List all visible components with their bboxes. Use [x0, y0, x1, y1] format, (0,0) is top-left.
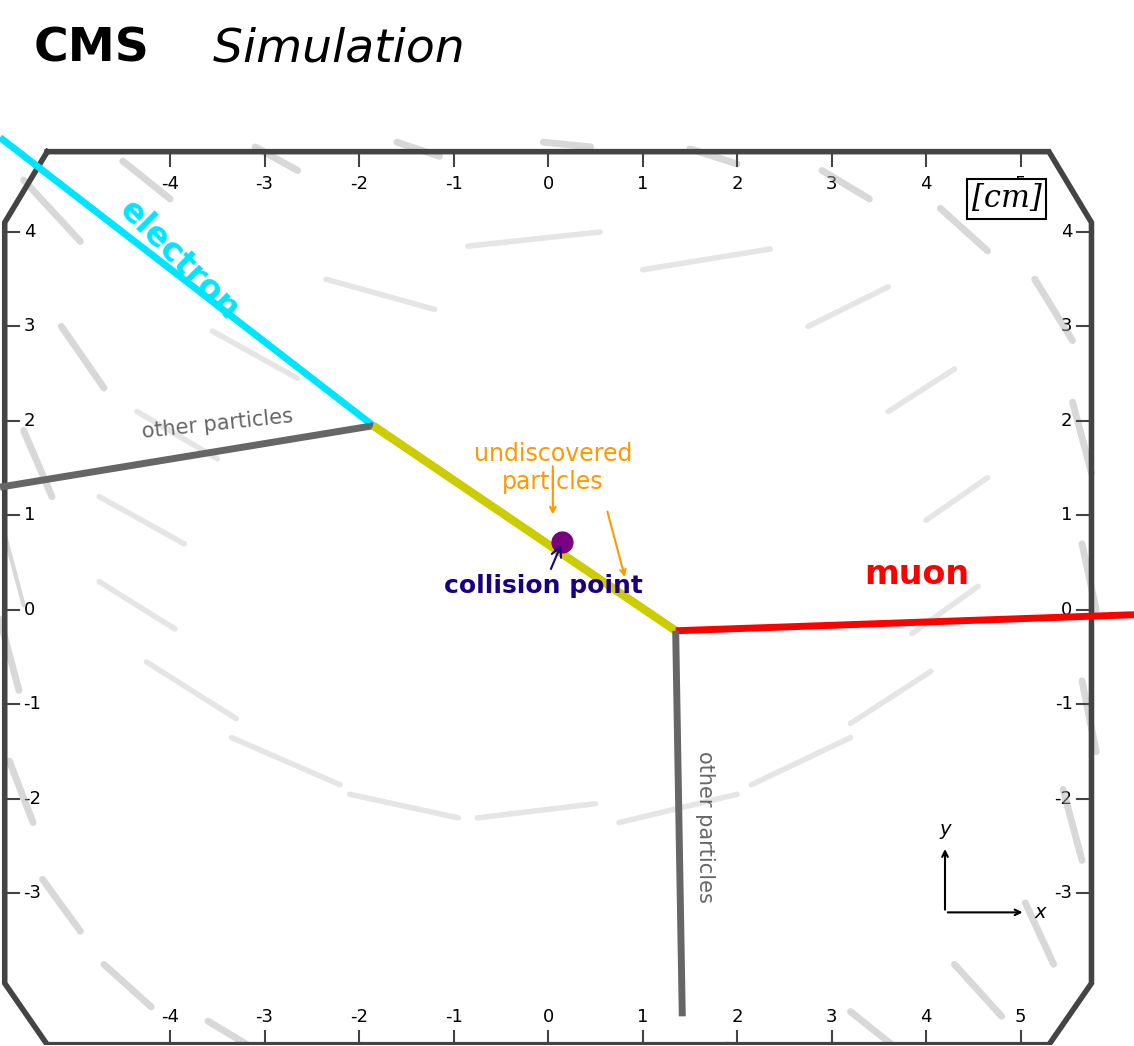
Text: -3: -3 [1055, 885, 1073, 903]
Text: 0: 0 [1061, 601, 1073, 619]
Text: 4: 4 [921, 176, 932, 194]
Text: -3: -3 [255, 1007, 273, 1026]
Text: 5: 5 [1015, 176, 1026, 194]
Text: 1: 1 [637, 176, 649, 194]
Text: 2: 2 [731, 1007, 743, 1026]
Text: 3: 3 [24, 318, 35, 336]
Text: undiscovered
particles: undiscovered particles [474, 441, 632, 494]
Text: -3: -3 [255, 176, 273, 194]
Text: other particles: other particles [141, 406, 294, 441]
Text: [cm]: [cm] [972, 183, 1041, 214]
Text: -1: -1 [24, 696, 42, 713]
Text: 2: 2 [1061, 412, 1073, 430]
Text: 1: 1 [24, 506, 35, 524]
Text: other particles: other particles [694, 751, 714, 904]
Text: 3: 3 [826, 1007, 837, 1026]
Text: 1: 1 [1061, 506, 1073, 524]
Text: 2: 2 [24, 412, 35, 430]
Text: x: x [1034, 903, 1047, 922]
Text: muon: muon [864, 558, 970, 591]
Text: -4: -4 [161, 176, 179, 194]
Text: 2: 2 [731, 176, 743, 194]
Text: CMS: CMS [34, 26, 150, 71]
Text: 3: 3 [826, 176, 837, 194]
Text: -4: -4 [161, 1007, 179, 1026]
Text: -1: -1 [445, 176, 463, 194]
Text: 0: 0 [542, 1007, 553, 1026]
Text: 4: 4 [921, 1007, 932, 1026]
Text: 5: 5 [1015, 1007, 1026, 1026]
Text: electron: electron [113, 194, 246, 327]
Text: -1: -1 [1055, 696, 1073, 713]
Text: -2: -2 [350, 1007, 369, 1026]
Text: 0: 0 [542, 176, 553, 194]
Text: -3: -3 [24, 885, 42, 903]
Text: -2: -2 [24, 790, 42, 808]
Text: Simulation: Simulation [198, 26, 465, 71]
Text: y: y [939, 820, 950, 839]
Text: 0: 0 [24, 601, 35, 619]
Text: 1: 1 [637, 1007, 649, 1026]
Text: -2: -2 [350, 176, 369, 194]
Text: 4: 4 [24, 223, 35, 241]
Text: 4: 4 [1061, 223, 1073, 241]
Text: 3: 3 [1061, 318, 1073, 336]
Text: -2: -2 [1055, 790, 1073, 808]
Text: -1: -1 [445, 1007, 463, 1026]
Text: collision point: collision point [445, 547, 643, 598]
